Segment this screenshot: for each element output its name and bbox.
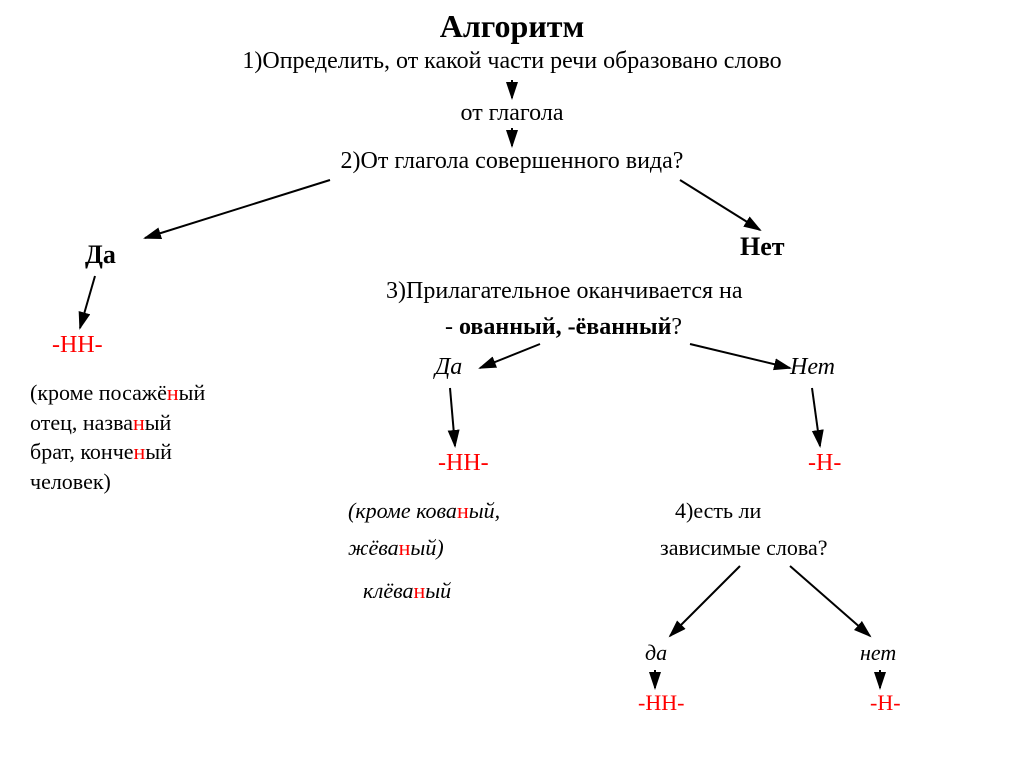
exc-l3-post: ый [145, 439, 172, 464]
exc-l3-red: н [134, 439, 146, 464]
step-1: 1)Определить, от какой части речи образо… [242, 48, 781, 75]
exc-m3-red: н [414, 578, 426, 603]
branch-no-right: Нет [740, 232, 785, 262]
exception-mid-l3: клёваный [363, 578, 451, 604]
exception-left: (кроме посажёный отец, названый брат, ко… [30, 378, 205, 497]
exc-l2-post: ый [145, 410, 172, 435]
exception-mid-l1: (кроме кованый, [348, 498, 500, 524]
exc-l1-red: н [167, 380, 179, 405]
exc-m3-pre: клёва [363, 578, 414, 603]
exc-l3-pre: брат, конче [30, 439, 134, 464]
result-nn-bottom: -НН- [638, 690, 684, 716]
branch-yes-left: Да [85, 240, 116, 270]
branch-no-bottom: нет [860, 640, 896, 666]
exc-l1-pre: (кроме посажё [30, 380, 167, 405]
suffix-line: - ованный, -ёванный? [445, 314, 682, 341]
branch-yes-bottom: да [645, 640, 667, 666]
branch-yes-mid: Да [435, 354, 462, 381]
step-2: 2)От глагола совершенного вида? [341, 148, 684, 175]
from-verb-label: от глагола [461, 100, 564, 127]
result-nn-left: -НН- [52, 332, 103, 359]
exc-l4: человек) [30, 469, 111, 494]
exc-l1-post: ый [179, 380, 206, 405]
result-nn-mid: -НН- [438, 450, 489, 477]
suffix-bold: ованный, -ёванный [459, 314, 671, 340]
branch-no-mid: Нет [790, 354, 835, 381]
exc-m1-pre: (кроме кова [348, 498, 457, 523]
zavisimye-label: зависимые слова? [660, 535, 828, 561]
title: Алгоритм [440, 8, 585, 45]
suffix-q: ? [671, 314, 682, 340]
result-n-mid: -Н- [808, 450, 841, 477]
step-3: 3)Прилагательное оканчивается на [386, 278, 743, 305]
exc-m2-red: н [399, 535, 411, 560]
suffix-prefix: - [445, 314, 459, 340]
step-4: 4)есть ли [675, 498, 761, 524]
exc-m2-pre: жёва [348, 535, 399, 560]
exc-l2-red: н [133, 410, 145, 435]
exc-l2-pre: отец, назва [30, 410, 133, 435]
result-n-bottom: -Н- [870, 690, 901, 716]
exc-m2-post: ый) [410, 535, 443, 560]
exc-m3-post: ый [425, 578, 451, 603]
exc-m1-red: н [457, 498, 469, 523]
exc-m1-post: ый, [469, 498, 500, 523]
exception-mid-l2: жёваный) [348, 535, 444, 561]
